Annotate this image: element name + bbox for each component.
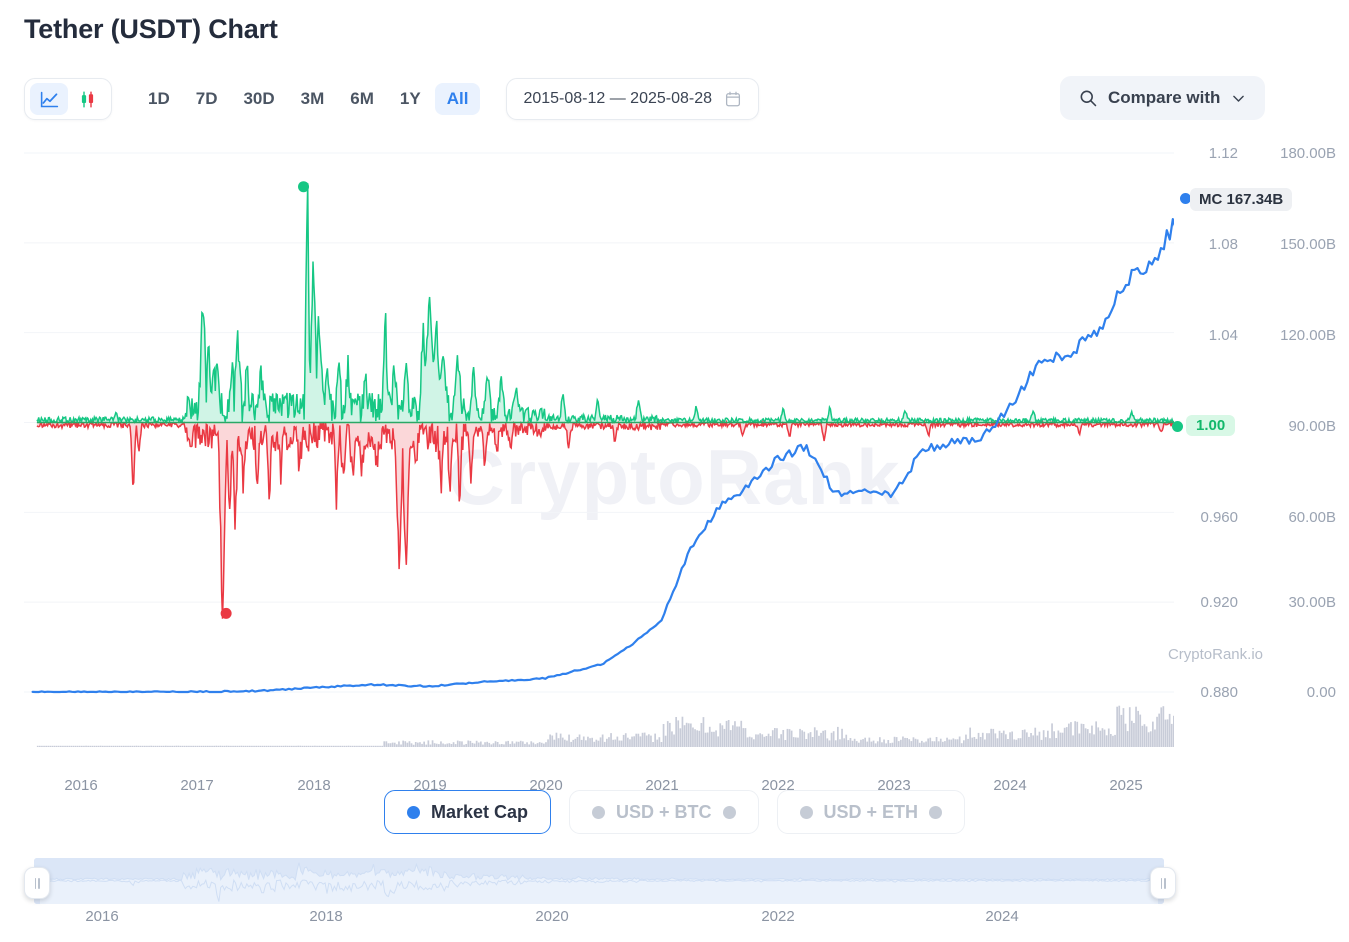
chart-area: CryptoRank 1.12 180.00B 1.08 150.00B 1.0… bbox=[0, 132, 1349, 832]
candlestick-icon bbox=[77, 89, 98, 110]
legend-item-usd-eth[interactable]: USD + ETH bbox=[776, 790, 966, 834]
legend-label-usd-eth: USD + ETH bbox=[823, 801, 919, 822]
marketcap-tick-1: 150.00B bbox=[1280, 235, 1336, 253]
grip-icon bbox=[38, 877, 40, 889]
price-tick-2: 1.04 bbox=[1208, 326, 1238, 344]
axis-tick-row-6: 0.880 0.00 bbox=[1176, 683, 1341, 701]
legend-item-usd-btc[interactable]: USD + BTC bbox=[568, 790, 759, 834]
date-range-picker[interactable]: 2015-08-12 — 2025-08-28 bbox=[506, 78, 760, 120]
price-tick-5: 0.920 bbox=[1200, 593, 1238, 611]
marketcap-value-badge: MC 167.34B bbox=[1190, 188, 1293, 211]
search-icon bbox=[1078, 88, 1098, 108]
legend-dot-icon bbox=[406, 805, 420, 819]
axis-tick-row-0: 1.12 180.00B bbox=[1176, 144, 1341, 162]
range-button-1d[interactable]: 1D bbox=[136, 83, 182, 115]
chevron-down-icon bbox=[1230, 90, 1247, 107]
right-axis: 1.12 180.00B 1.08 150.00B 1.04 120.00B 9… bbox=[1168, 140, 1341, 765]
legend-dot-icon bbox=[591, 805, 605, 819]
marketcap-tick-3: 90.00B bbox=[1288, 417, 1336, 435]
page-title: Tether (USDT) Chart bbox=[24, 14, 278, 44]
price-endpoint-dot bbox=[1172, 421, 1183, 432]
date-range-text: 2015-08-12 — 2025-08-28 bbox=[523, 90, 713, 107]
x-axis: 2016 2017 2018 2019 2020 2021 2022 2023 … bbox=[24, 777, 1174, 801]
slider-tick-2018: 2018 bbox=[309, 908, 343, 925]
range-button-6m[interactable]: 6M bbox=[338, 83, 386, 115]
marketcap-endpoint-dot bbox=[1180, 193, 1191, 204]
marketcap-tick-6: 0.00 bbox=[1306, 683, 1336, 701]
x-tick-2023: 2023 bbox=[877, 777, 911, 794]
price-tick-4: 0.960 bbox=[1200, 508, 1238, 526]
legend-dot-icon bbox=[722, 805, 736, 819]
x-tick-2020: 2020 bbox=[529, 777, 563, 794]
candlestick-chart-toggle[interactable] bbox=[68, 83, 106, 115]
legend-dot-icon bbox=[929, 805, 943, 819]
axis-tick-row-4: 0.960 60.00B bbox=[1176, 508, 1341, 526]
time-range-buttons: 1D 7D 30D 3M 6M 1Y All bbox=[136, 83, 481, 115]
legend-label-usd-btc: USD + BTC bbox=[615, 801, 712, 822]
x-tick-2019: 2019 bbox=[413, 777, 447, 794]
range-button-3m[interactable]: 3M bbox=[289, 83, 337, 115]
attribution-label: CryptoRank.io bbox=[1167, 646, 1263, 663]
chart-toolbar: 1D 7D 30D 3M 6M 1Y All 2015-08-12 — 2025… bbox=[24, 76, 760, 122]
range-button-all[interactable]: All bbox=[434, 83, 481, 115]
price-tick-0: 1.12 bbox=[1208, 144, 1238, 162]
price-tick-6: 0.880 bbox=[1200, 683, 1238, 701]
legend-label-market-cap: Market Cap bbox=[430, 801, 528, 822]
axis-tick-row-2: 1.04 120.00B bbox=[1176, 326, 1341, 344]
x-tick-2021: 2021 bbox=[645, 777, 679, 794]
chart-type-toggle-group bbox=[24, 78, 112, 120]
range-slider[interactable] bbox=[24, 858, 1176, 904]
slider-tick-2024: 2024 bbox=[985, 908, 1019, 925]
slider-tick-2022: 2022 bbox=[761, 908, 795, 925]
grip-icon bbox=[1160, 877, 1162, 889]
chart-plot[interactable] bbox=[24, 140, 1174, 765]
range-slider-axis: 2016 2018 2020 2022 2024 bbox=[24, 908, 1174, 930]
marketcap-tick-2: 120.00B bbox=[1280, 326, 1336, 344]
slider-tick-2016: 2016 bbox=[85, 908, 119, 925]
legend-dot-icon bbox=[799, 805, 813, 819]
x-tick-2024: 2024 bbox=[993, 777, 1027, 794]
range-button-1y[interactable]: 1Y bbox=[388, 83, 433, 115]
calendar-icon bbox=[724, 90, 742, 108]
grip-icon bbox=[1164, 877, 1166, 889]
range-button-30d[interactable]: 30D bbox=[231, 83, 286, 115]
axis-tick-row-5: 0.920 30.00B bbox=[1176, 593, 1341, 611]
line-chart-icon bbox=[39, 89, 60, 110]
price-value-badge: 1.00 bbox=[1186, 415, 1236, 436]
grip-icon bbox=[34, 877, 36, 889]
chart-legend: Market Cap USD + BTC USD + ETH bbox=[0, 790, 1349, 834]
price-tick-1: 1.08 bbox=[1208, 235, 1238, 253]
marketcap-tick-0: 180.00B bbox=[1280, 144, 1336, 162]
range-slider-handle-right[interactable] bbox=[1150, 867, 1176, 899]
legend-item-market-cap[interactable]: Market Cap bbox=[383, 790, 551, 834]
x-tick-2016: 2016 bbox=[64, 777, 98, 794]
x-tick-2025: 2025 bbox=[1109, 777, 1143, 794]
axis-tick-row-3: 90.00B bbox=[1176, 417, 1341, 435]
compare-with-dropdown[interactable]: Compare with bbox=[1060, 76, 1266, 120]
compare-with-label: Compare with bbox=[1108, 88, 1221, 107]
range-slider-track[interactable] bbox=[34, 858, 1164, 904]
range-slider-handle-left[interactable] bbox=[24, 867, 50, 899]
line-chart-toggle[interactable] bbox=[30, 83, 68, 115]
x-tick-2017: 2017 bbox=[180, 777, 214, 794]
marketcap-tick-5: 30.00B bbox=[1288, 593, 1336, 611]
marketcap-tick-4: 60.00B bbox=[1288, 508, 1336, 526]
slider-tick-2020: 2020 bbox=[535, 908, 569, 925]
axis-tick-row-1: 1.08 150.00B bbox=[1176, 235, 1341, 253]
range-button-7d[interactable]: 7D bbox=[184, 83, 230, 115]
x-tick-2022: 2022 bbox=[761, 777, 795, 794]
x-tick-2018: 2018 bbox=[297, 777, 331, 794]
